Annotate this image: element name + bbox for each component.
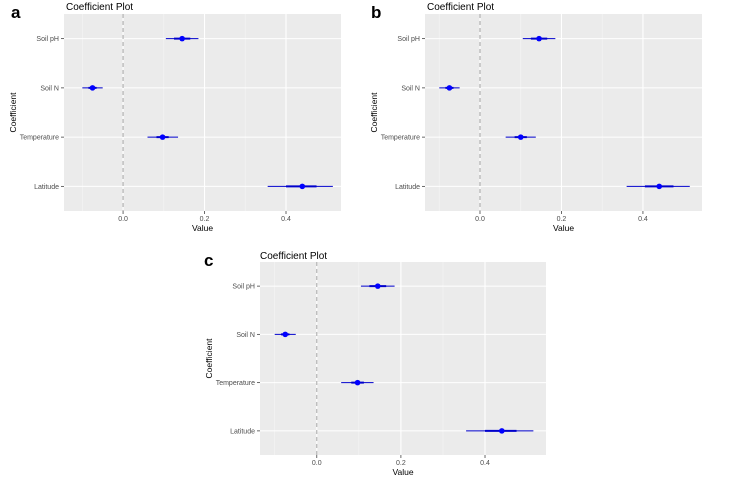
x-tick-label: 0.4 <box>638 216 648 223</box>
coefficient-plot: Coefficient Plot Soil pH Soil N Temperature… <box>204 251 546 477</box>
y-tick-label: Soil N <box>236 332 255 339</box>
y-tick-label: Temperature <box>20 135 59 142</box>
panel-letter: a <box>11 3 21 22</box>
panel-letter: c <box>204 251 214 270</box>
estimate-point <box>374 283 381 289</box>
x-axis-title: Value <box>392 467 413 477</box>
estimate-point <box>159 134 166 140</box>
chart-panel-a: a Coefficient Plot Soil pH Soil N Temperatu… <box>0 0 350 240</box>
x-tick-label: 0.0 <box>475 216 485 223</box>
y-tick-label: Soil N <box>401 85 420 92</box>
x-axis-title: Value <box>192 223 213 233</box>
y-tick-label: Soil pH <box>36 36 59 43</box>
estimate-point <box>446 85 453 91</box>
estimate-point <box>517 134 524 140</box>
x-tick-label: 0.0 <box>118 216 128 223</box>
x-tick-label: 0.4 <box>281 216 291 223</box>
y-tick-label: Latitude <box>34 184 59 191</box>
chart-title: Coefficient Plot <box>66 2 133 13</box>
x-tick-label: 0.0 <box>312 460 322 467</box>
coefficient-plot: Coefficient Plot Soil pH Soil N Temperature… <box>8 2 341 233</box>
x-tick-label: 0.2 <box>200 216 210 223</box>
y-tick-label: Soil pH <box>232 284 255 291</box>
x-tick-label: 0.2 <box>396 460 406 467</box>
coefficient-plot: Coefficient Plot Soil pH Soil N Temperature… <box>369 2 702 233</box>
estimate-point <box>536 35 542 42</box>
y-tick-label: Latitude <box>230 428 255 435</box>
chart-title: Coefficient Plot <box>260 251 327 262</box>
y-tick-label: Latitude <box>395 184 420 191</box>
estimate-point <box>656 183 663 190</box>
y-axis-title: Coefficient <box>204 338 214 379</box>
estimate-point <box>89 85 96 91</box>
estimate-point <box>499 428 505 434</box>
estimate-point <box>299 183 306 190</box>
chart-title: Coefficient Plot <box>427 2 494 13</box>
chart-panel-c: c Coefficient Plot Soil pH Soil N Temperatu… <box>195 247 550 487</box>
y-tick-label: Temperature <box>381 135 420 142</box>
x-tick-label: 0.4 <box>480 460 490 467</box>
estimate-point <box>179 35 185 42</box>
plot-background <box>260 262 546 455</box>
x-axis-title: Value <box>553 223 574 233</box>
y-axis-title: Coefficient <box>369 92 379 133</box>
plot-background <box>425 14 702 211</box>
panel-letter: b <box>371 3 382 22</box>
y-tick-label: Temperature <box>216 380 255 387</box>
estimate-point <box>354 379 361 386</box>
y-tick-label: Soil pH <box>397 36 420 43</box>
y-tick-label: Soil N <box>40 85 59 92</box>
x-tick-label: 0.2 <box>557 216 567 223</box>
plot-background <box>64 14 341 211</box>
y-axis-title: Coefficient <box>8 92 18 133</box>
estimate-point <box>282 331 289 338</box>
chart-panel-b: b Coefficient Plot Soil pH Soil N Temperatu… <box>360 0 710 240</box>
